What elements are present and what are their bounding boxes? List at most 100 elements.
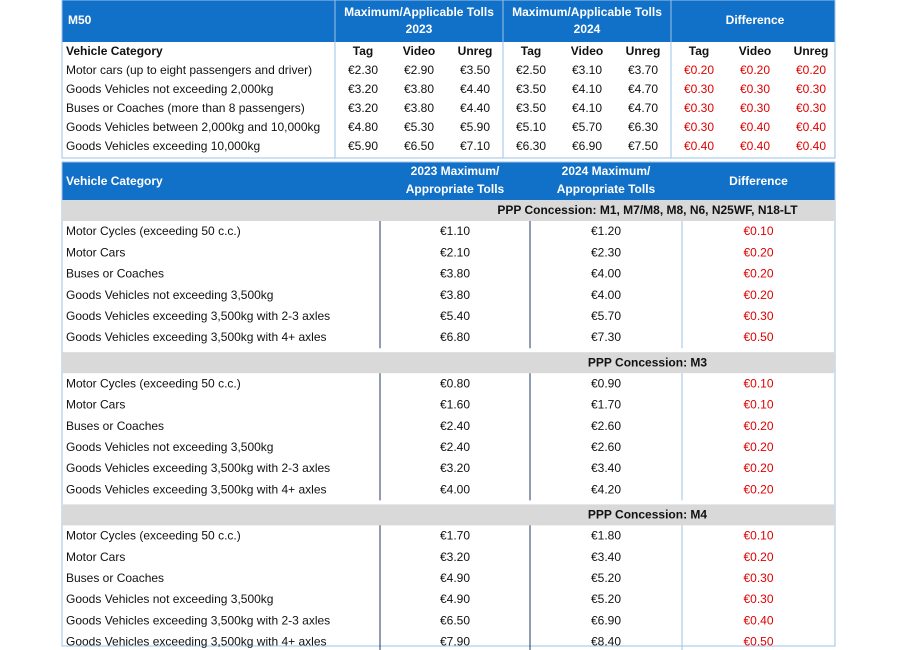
toll: €4.40 (460, 101, 490, 115)
category: Motor Cycles (exceeding 50 c.c.) (66, 224, 241, 238)
category: Motor Cars (66, 245, 125, 259)
toll: €4.20 (591, 482, 621, 496)
toll: €4.00 (591, 267, 621, 281)
toll: €5.10 (516, 120, 546, 134)
group-header: 2023 (406, 22, 433, 36)
category: Goods Vehicles exceeding 3,500kg with 4+… (66, 330, 327, 344)
toll: €0.20 (743, 267, 773, 281)
concession-header: Vehicle Category (66, 174, 163, 188)
group-header: 2024 (574, 22, 601, 36)
toll: €5.70 (572, 120, 602, 134)
category: Goods Vehicles exceeding 3,500kg with 4+… (66, 482, 327, 496)
toll: €6.50 (404, 139, 434, 153)
m50-title: M50 (68, 13, 92, 27)
category: Buses or Coaches (more than 8 passengers… (66, 101, 305, 115)
m50-border (61, 0, 836, 159)
toll: €0.30 (743, 592, 773, 606)
subheader: Unreg (626, 44, 661, 58)
concession-border (61, 161, 836, 647)
toll: €6.90 (591, 613, 621, 627)
toll: €5.90 (348, 139, 378, 153)
toll: €0.40 (743, 613, 773, 627)
toll: €0.40 (740, 139, 770, 153)
toll: €4.80 (348, 120, 378, 134)
concession-header: 2023 Maximum/ (411, 164, 500, 178)
section-title: PPP Concession: M3 (588, 355, 707, 369)
toll: €0.40 (796, 120, 826, 134)
toll: €1.60 (440, 398, 470, 412)
toll: €0.20 (740, 63, 770, 77)
group-header: Maximum/Applicable Tolls (512, 5, 662, 19)
toll: €0.20 (743, 419, 773, 433)
toll: €3.20 (440, 550, 470, 564)
category: Goods Vehicles between 2,000kg and 10,00… (66, 120, 320, 134)
toll: €3.80 (440, 267, 470, 281)
toll: €4.00 (591, 288, 621, 302)
toll: €3.70 (628, 63, 658, 77)
section-title: PPP Concession: M1, M7/M8, M8, N6, N25WF… (497, 203, 798, 217)
toll: €0.20 (743, 288, 773, 302)
category: Goods Vehicles exceeding 10,000kg (66, 139, 260, 153)
toll: €3.80 (404, 101, 434, 115)
toll: €0.30 (740, 82, 770, 96)
category: Motor Cycles (exceeding 50 c.c.) (66, 376, 241, 390)
section-title: PPP Concession: M4 (588, 508, 707, 522)
toll: €1.70 (440, 529, 470, 543)
toll: €0.50 (743, 330, 773, 344)
toll: €4.10 (572, 82, 602, 96)
category: Motor Cars (66, 398, 125, 412)
toll: €3.40 (591, 550, 621, 564)
concession-header: Difference (729, 174, 788, 188)
subheader: Unreg (458, 44, 493, 58)
subheader: Unreg (794, 44, 829, 58)
category: Motor Cycles (exceeding 50 c.c.) (66, 529, 241, 543)
toll: €1.10 (440, 224, 470, 238)
toll: €4.00 (440, 482, 470, 496)
toll: €3.50 (516, 101, 546, 115)
category: Goods Vehicles exceeding 3,500kg with 2-… (66, 309, 330, 323)
toll: €0.30 (796, 101, 826, 115)
toll: €3.80 (440, 288, 470, 302)
toll: €6.30 (628, 120, 658, 134)
toll: €0.10 (743, 529, 773, 543)
column-header: Vehicle Category (66, 44, 163, 58)
category: Goods Vehicles not exceeding 3,500kg (66, 288, 273, 302)
toll: €6.30 (516, 139, 546, 153)
toll: €0.10 (743, 224, 773, 238)
toll: €0.40 (684, 139, 714, 153)
toll: €3.50 (516, 82, 546, 96)
toll: €4.90 (440, 592, 470, 606)
toll: €0.50 (743, 635, 773, 649)
toll: €0.10 (743, 398, 773, 412)
toll: €7.30 (591, 330, 621, 344)
toll: €3.50 (460, 63, 490, 77)
category: Goods Vehicles exceeding 3,500kg with 2-… (66, 613, 330, 627)
subheader: Tag (521, 44, 541, 58)
category: Goods Vehicles not exceeding 3,500kg (66, 592, 273, 606)
group-header: Difference (726, 13, 785, 27)
toll: €2.40 (440, 419, 470, 433)
toll: €3.80 (404, 82, 434, 96)
category: Goods Vehicles exceeding 3,500kg with 2-… (66, 461, 330, 475)
toll: €2.30 (348, 63, 378, 77)
concession-header: 2024 Maximum/ (562, 164, 651, 178)
concession-header: Appropriate Tolls (406, 182, 505, 196)
toll: €1.70 (591, 398, 621, 412)
toll: €1.20 (591, 224, 621, 238)
toll: €0.10 (743, 376, 773, 390)
subheader: Tag (689, 44, 709, 58)
toll: €3.20 (440, 461, 470, 475)
concession-header: Appropriate Tolls (557, 182, 656, 196)
toll: €4.40 (460, 82, 490, 96)
section-band (62, 200, 835, 221)
toll: €8.40 (591, 635, 621, 649)
toll: €6.90 (572, 139, 602, 153)
toll: €0.30 (684, 101, 714, 115)
category: Motor cars (up to eight passengers and d… (66, 63, 312, 77)
section-band (62, 504, 835, 526)
toll: €5.90 (460, 120, 490, 134)
toll: €3.20 (348, 82, 378, 96)
toll: €4.70 (628, 101, 658, 115)
category: Buses or Coaches (66, 571, 164, 585)
toll: €0.80 (440, 376, 470, 390)
